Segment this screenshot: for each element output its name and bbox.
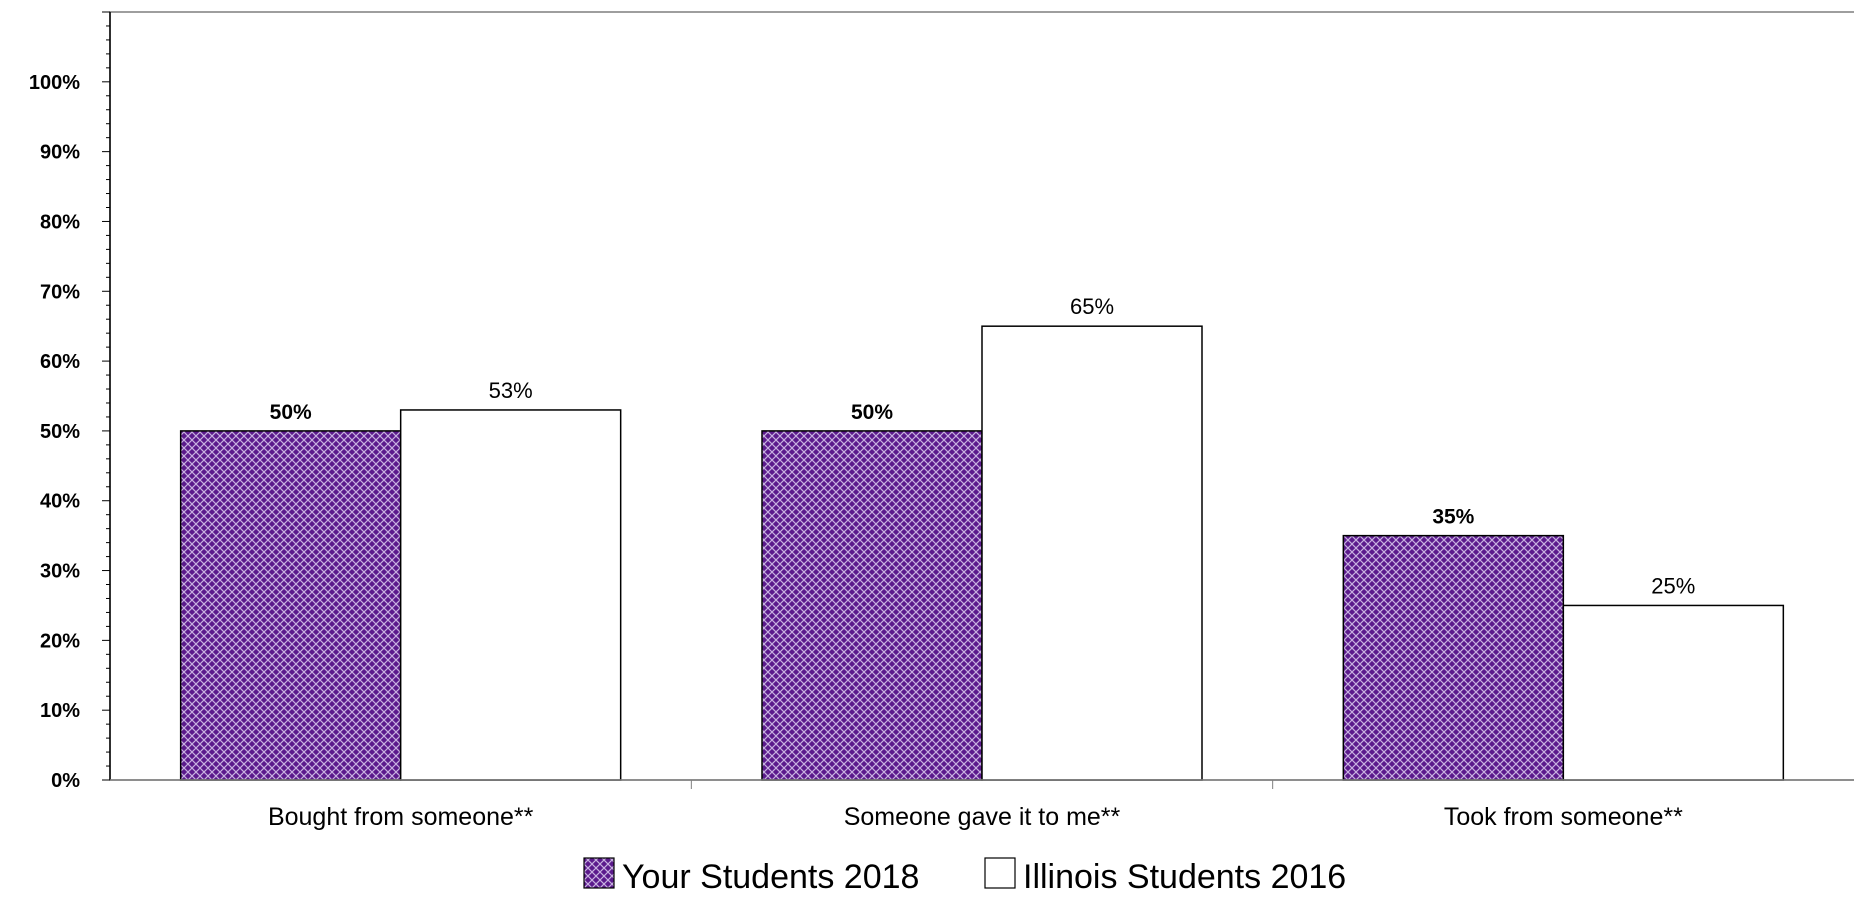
bar-illinois-students-2016	[981, 325, 1203, 781]
data-label: 50%	[851, 401, 893, 424]
x-category-label: Bought from someone**	[268, 803, 534, 831]
y-tick-label: 20%	[40, 630, 80, 652]
x-category-label: Someone gave it to me**	[844, 803, 1121, 831]
y-tick-label: 100%	[29, 72, 80, 94]
data-label: 50%	[270, 401, 312, 424]
y-tick-label: 60%	[40, 351, 80, 373]
y-tick-label: 30%	[40, 561, 80, 583]
bar-illinois-students-2016	[1562, 604, 1785, 781]
y-tick-label: 90%	[40, 142, 80, 164]
legend-swatch-illinois-students-2016	[984, 857, 1016, 889]
y-tick-label: 70%	[40, 281, 80, 303]
legend-label-your-students-2018: Your Students 2018	[622, 858, 919, 896]
data-label: 25%	[1651, 573, 1695, 598]
data-label: 65%	[1070, 294, 1114, 319]
x-category-label: Took from someone**	[1444, 803, 1683, 831]
y-tick-label: 10%	[40, 700, 80, 722]
bar-illinois-students-2016	[399, 409, 622, 781]
y-tick-label: 0%	[51, 770, 80, 792]
y-tick-label: 80%	[40, 211, 80, 233]
legend-label-illinois-students-2016: Illinois Students 2016	[1023, 858, 1346, 896]
bar-your-students-2018	[1342, 534, 1565, 781]
data-label: 35%	[1432, 506, 1474, 529]
bar-your-students-2018	[761, 430, 983, 781]
bar-your-students-2018	[179, 430, 402, 781]
y-tick-label: 40%	[40, 491, 80, 513]
legend-swatch-your-students-2018	[583, 857, 615, 889]
data-label: 53%	[489, 378, 533, 403]
plot-area: 0% 10% 20% 30% 40% 50% 60% 70% 80% 90% 100% 50% 53% B…	[29, 11, 1854, 831]
legend: Your Students 2018 Illinois Students 2016	[583, 857, 1346, 896]
y-tick-label: 50%	[40, 421, 80, 443]
